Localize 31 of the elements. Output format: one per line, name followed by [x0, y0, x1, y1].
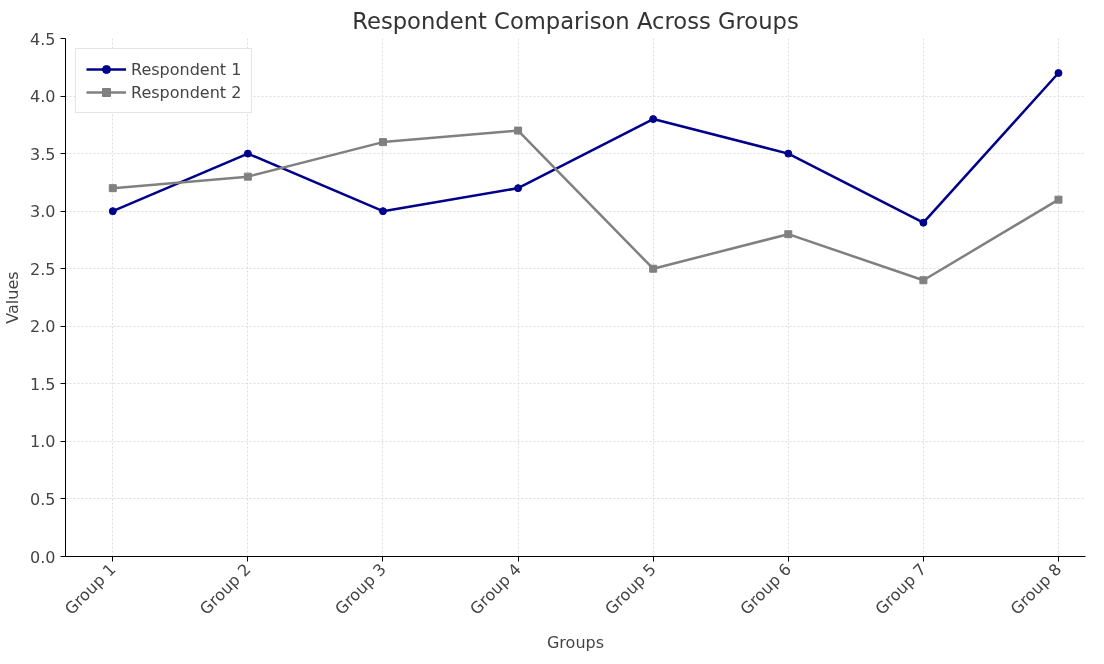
y-tick-label: 3.0	[30, 202, 56, 222]
y-tick-label: 0.5	[30, 489, 56, 509]
y-tick-label: 4.5	[30, 29, 56, 49]
point	[514, 184, 523, 193]
y-tick-label: 0.0	[30, 547, 56, 567]
point	[243, 172, 252, 181]
y-axis-title: Values	[3, 271, 23, 324]
legend-label: Respondent 2	[131, 82, 242, 102]
point	[1054, 195, 1063, 204]
y-tick-label: 3.5	[30, 144, 56, 164]
point	[108, 184, 117, 193]
point	[378, 138, 387, 147]
y-tick-label: 1.5	[30, 374, 56, 394]
point	[243, 149, 252, 158]
point	[108, 207, 117, 216]
point	[649, 115, 658, 124]
x-axis-title: Groups	[546, 633, 605, 653]
chart-title: Respondent Comparison Across Groups	[352, 7, 799, 34]
point	[784, 230, 793, 239]
point	[919, 218, 928, 227]
point	[514, 126, 523, 135]
y-tick-label: 1.0	[30, 432, 56, 452]
point	[1054, 69, 1063, 78]
point	[378, 207, 387, 216]
point	[919, 276, 928, 285]
y-tick-label: 4.0	[30, 87, 56, 107]
point	[649, 264, 658, 273]
y-tick-label: 2.5	[30, 259, 56, 279]
legend-label: Respondent 1	[131, 59, 242, 79]
point	[784, 149, 793, 158]
y-tick-label: 2.0	[30, 317, 56, 337]
